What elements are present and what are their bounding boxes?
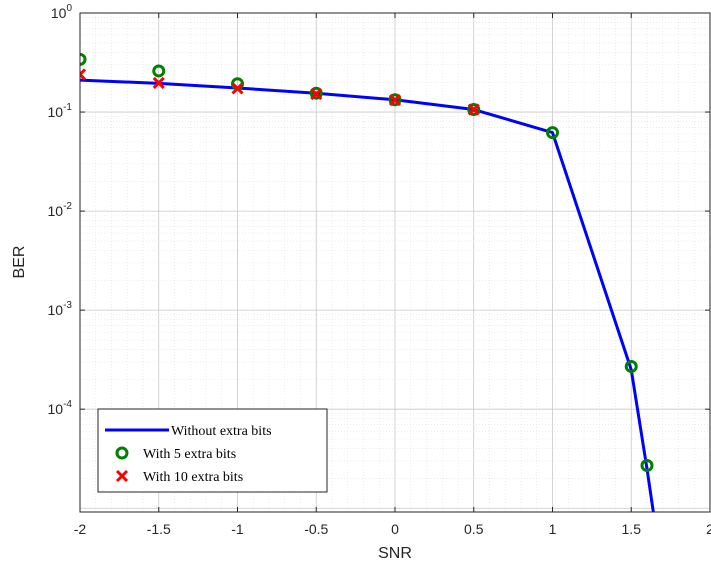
point-with-5-extra-bits — [467, 103, 481, 117]
point-with-10-extra-bits — [231, 82, 244, 95]
point-with-5-extra-bits — [388, 93, 402, 107]
point-with-5-extra-bits — [80, 52, 87, 66]
y-tick-label: 10-4 — [48, 399, 73, 417]
y-tick-label: 10-1 — [48, 102, 73, 120]
point-with-10-extra-bits — [152, 76, 165, 89]
series-layer — [80, 52, 655, 512]
point-with-5-extra-bits — [309, 86, 323, 100]
x-tick-label: -0.5 — [304, 521, 328, 537]
legend-cross-swatch — [115, 469, 129, 483]
series-line-without-extra-bits — [80, 78, 655, 512]
legend-label: With 5 extra bits — [143, 447, 236, 462]
y-axis-title: BER — [11, 246, 28, 279]
point-with-5-extra-bits — [624, 359, 638, 373]
y-tick-label: 10-3 — [48, 300, 73, 318]
ticks: -2 -1.5 -1 -0.5 0 0.5 1 1.5 2 100 10-1 10-2 10-3 10-4 — [48, 3, 711, 537]
legend: Without extra bits With 5 extra bits With … — [97, 408, 328, 493]
legend-label: Without extra bits — [171, 424, 272, 439]
x-tick-label: 1 — [549, 521, 557, 537]
legend-label: With 10 extra bits — [143, 470, 243, 485]
x-tick-label: -2 — [74, 521, 87, 537]
x-tick-label: -1 — [231, 521, 244, 537]
point-with-5-extra-bits — [640, 459, 654, 473]
point-with-5-extra-bits — [546, 126, 559, 140]
legend-box — [97, 408, 328, 493]
x-tick-label: 0 — [391, 521, 399, 537]
point-with-10-extra-bits — [310, 87, 323, 101]
x-tick-label: 0.5 — [464, 521, 484, 537]
point-with-10-extra-bits — [467, 103, 480, 116]
y-tick-label: 100 — [51, 3, 73, 21]
x-tick-label: -1.5 — [147, 521, 171, 537]
point-with-10-extra-bits — [80, 68, 87, 81]
y-tick-label: 10-2 — [48, 201, 73, 219]
point-with-10-extra-bits — [388, 94, 402, 107]
x-tick-label: 1.5 — [622, 521, 642, 537]
point-with-5-extra-bits — [152, 64, 166, 78]
x-axis-title: SNR — [378, 545, 412, 562]
x-tick-label: 2 — [706, 521, 711, 537]
legend-circle-swatch — [115, 446, 129, 460]
